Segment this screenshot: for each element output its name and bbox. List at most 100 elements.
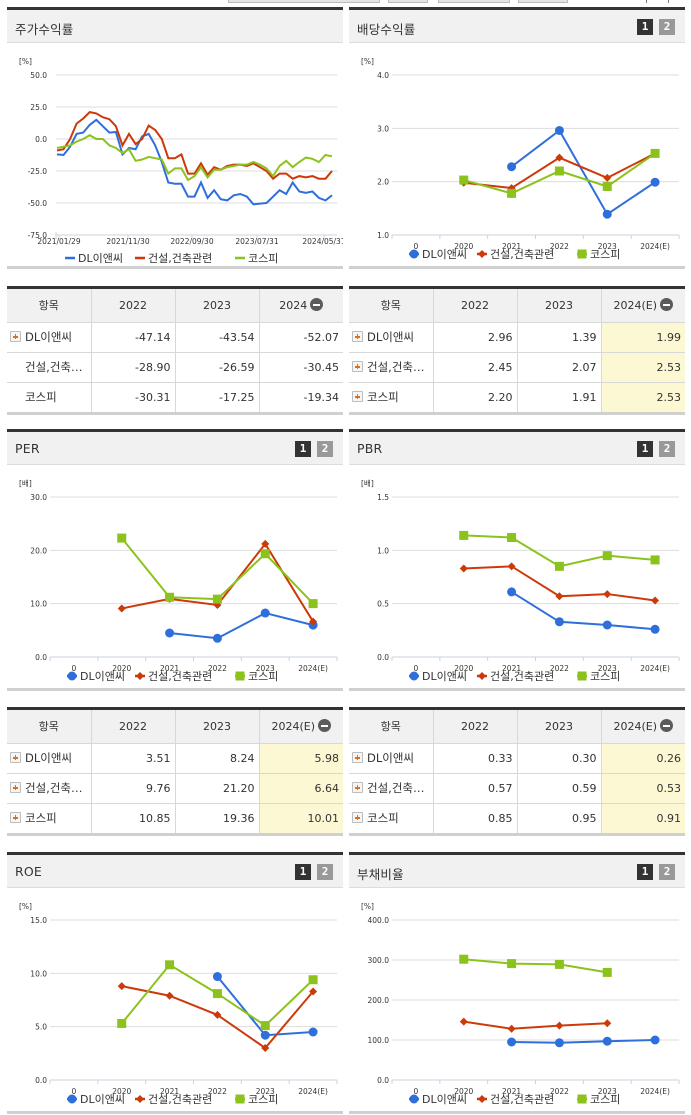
y-tick-label: 0.0 [35,653,47,662]
data-point-circle-icon [308,1027,318,1037]
expand-icon[interactable] [352,331,363,342]
legend-label: 건설,건축관련 [148,1093,212,1106]
series-line [459,530,660,571]
cell-value: 2.53 [601,352,685,383]
page-1-button[interactable]: 1 [637,441,653,457]
legend-item[interactable]: 건설,건축관련 [477,670,554,683]
series-line [117,539,318,626]
cell-value: 19.36 [175,803,260,833]
x-tick-label: 2024(E) [640,1087,670,1096]
legend-item[interactable]: DL이앤씨 [409,1093,467,1106]
pbr-panel: PBR 1 2 [배] 1.5 1.0 0.5 0.0 0 2020 2021 2022 2023… [349,429,685,691]
x-tick-label: 2022 [550,664,569,673]
data-point-diamond-icon [136,672,144,680]
legend-item[interactable]: 코스피 [235,670,278,683]
stock-return-table: 항목 2022 2023 2024 DL이앤씨 -47.14 -43.54 -5… [7,286,343,415]
data-point-diamond-icon [555,153,564,162]
expand-icon[interactable] [352,782,363,793]
collapse-icon[interactable] [310,298,324,312]
top-tab[interactable] [228,0,380,3]
legend-item[interactable]: DL이앤씨 [65,252,123,265]
collapse-icon[interactable] [660,719,674,733]
y-tick-label: 100.0 [368,1036,390,1045]
col-header-2023: 2023 [175,289,260,323]
page-1-button[interactable]: 1 [637,864,653,880]
col-header: 2023 [517,710,602,744]
page-1-button[interactable]: 1 [295,864,311,880]
data-point-diamond-icon [261,1044,270,1052]
expand-icon[interactable] [10,782,21,793]
page-2-button[interactable]: 2 [317,864,333,880]
collapse-icon[interactable] [318,719,332,733]
legend-item[interactable]: 코스피 [577,248,620,261]
y-axis-unit: [배] [361,479,374,488]
y-tick-label: 25.0 [30,103,47,112]
legend-item[interactable]: 건설,건축관련 [477,1093,554,1106]
page-2-button[interactable]: 2 [659,864,675,880]
y-tick-label: -50.0 [28,199,48,208]
y-tick-label: 0.5 [377,600,389,609]
expand-icon[interactable] [352,391,363,403]
legend-item[interactable]: 건설,건축관련 [135,670,212,683]
expand-icon[interactable] [352,752,363,763]
cell-value: 1.99 [601,322,685,353]
page-1-button[interactable]: 1 [295,441,311,457]
data-point-square-icon [212,989,222,999]
legend-item[interactable]: DL이앤씨 [409,670,467,683]
data-point-square-icon [459,530,469,540]
series-line [507,1035,660,1048]
collapse-icon[interactable] [660,298,674,312]
y-axis-unit: [%] [19,902,32,911]
row-name: 코스피 [367,390,399,405]
legend-item[interactable]: 건설,건축관련 [477,248,554,261]
legend-item[interactable]: 코스피 [577,670,620,683]
table-row: 건설,건축… 2.45 2.07 2.53 [349,352,685,383]
y-tick-label: 0.0 [377,1076,389,1085]
legend-item[interactable]: DL이앤씨 [67,670,125,683]
legend-label: DL이앤씨 [80,670,125,683]
data-point-diamond-icon [478,672,486,680]
x-tick-label: 2023/07/31 [235,237,278,246]
col-header: 2024(E) [259,710,343,744]
top-tab[interactable] [518,0,568,3]
legend-item[interactable]: 건설,건축관련 [135,252,212,265]
legend-item[interactable]: DL이앤씨 [409,248,467,261]
top-tab[interactable] [438,0,510,3]
cell-value: 2.07 [517,352,602,383]
data-point-circle-icon [260,1030,270,1040]
x-tick-label: 2020 [454,664,473,673]
legend-label: 건설,건축관련 [490,248,554,261]
y-tick-label: 0.0 [377,653,389,662]
data-point-diamond-icon [555,592,564,601]
page-2-button[interactable]: 2 [317,441,333,457]
data-point-diamond-icon [603,1019,612,1028]
expand-icon[interactable] [10,812,21,824]
row-name: 건설,건축… [25,781,83,795]
data-point-square-icon [650,148,660,158]
data-point-diamond-icon [213,1010,222,1019]
expand-icon[interactable] [352,812,363,824]
x-tick-label: 2022 [208,664,227,673]
data-point-diamond-icon [555,1021,564,1030]
expand-icon[interactable] [10,752,21,763]
legend-item[interactable]: 코스피 [235,252,278,265]
data-point-square-icon [165,960,175,970]
x-tick-label: 2024(E) [640,664,670,673]
y-tick-label: -75.0 [28,231,48,240]
page-2-button[interactable]: 2 [659,441,675,457]
expand-icon[interactable] [352,361,363,372]
top-tab[interactable] [388,0,428,3]
table-header-row: 항목 2022 2023 2024(E) [349,289,685,323]
legend-item[interactable]: 건설,건축관련 [135,1093,212,1106]
page-2-button[interactable]: 2 [659,19,675,35]
legend-label: 코스피 [590,1093,620,1106]
table-row: 코스피 2.20 1.91 2.53 [349,382,685,412]
pbr-chart-box: PBR 1 2 [배] 1.5 1.0 0.5 0.0 0 2020 2021 2022 2023… [349,429,685,691]
expand-icon[interactable] [10,331,21,342]
series-line [56,118,333,206]
legend-item[interactable]: DL이앤씨 [67,1093,125,1106]
col-header: 항목 [349,710,434,744]
legend-item[interactable]: 코스피 [235,1093,278,1106]
page-1-button[interactable]: 1 [637,19,653,35]
legend-item[interactable]: 코스피 [577,1093,620,1106]
